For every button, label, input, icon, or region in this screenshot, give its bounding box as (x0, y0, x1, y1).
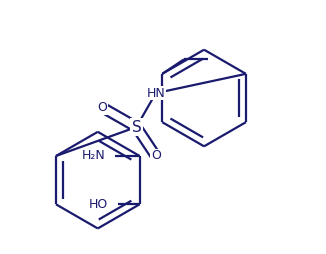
Text: HN: HN (146, 87, 165, 100)
Text: S: S (132, 119, 141, 135)
Text: HO: HO (89, 198, 108, 211)
Text: O: O (151, 150, 161, 163)
Text: H₂N: H₂N (82, 150, 106, 163)
Text: O: O (98, 101, 108, 114)
